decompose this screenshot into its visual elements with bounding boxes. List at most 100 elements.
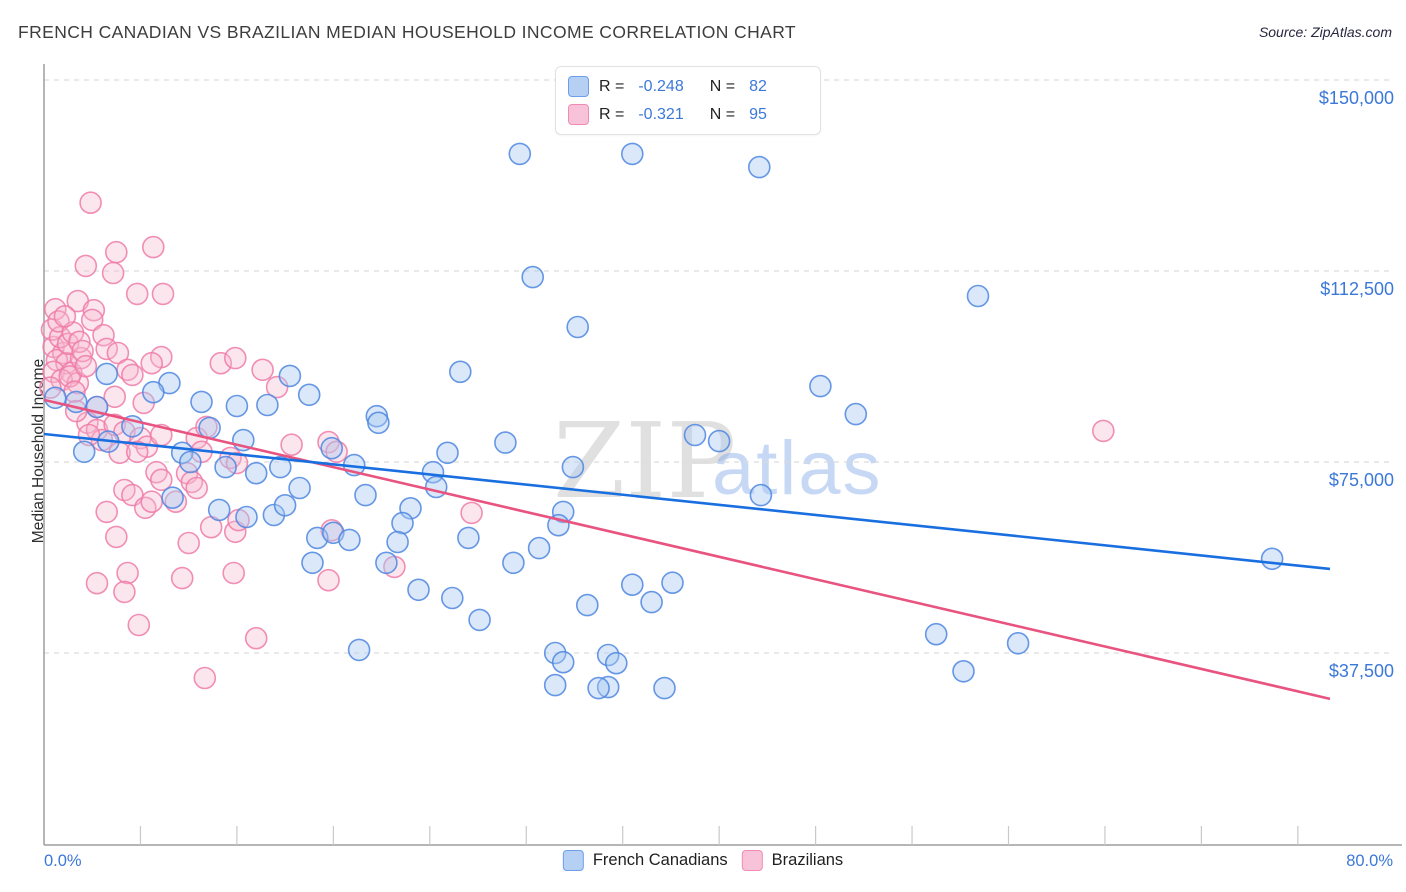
scatter-point-brazilians <box>177 531 200 555</box>
scatter-point-french-canadians <box>244 461 268 485</box>
scatter-point-brazilians <box>95 500 118 524</box>
scatter-point-french-canadians <box>1260 547 1284 571</box>
scatter-point-french-canadians <box>502 551 525 575</box>
scatter-point-brazilians <box>280 433 303 457</box>
scatter-point-french-canadians <box>457 526 480 550</box>
r-value: -0.321 <box>638 105 684 123</box>
scatter-point-brazilians <box>151 282 175 306</box>
scatter-point-brazilians <box>140 490 163 514</box>
scatter-point-brazilians <box>116 561 139 585</box>
watermark-zip: ZIP <box>553 400 736 522</box>
scatter-point-french-canadians <box>707 429 731 453</box>
scatter-point-brazilians <box>265 375 289 399</box>
scatter-point-brazilians <box>103 385 126 409</box>
scatter-point-brazilians <box>79 191 102 214</box>
scatter-point-french-canadians <box>391 511 414 535</box>
scatter-point-brazilians <box>92 323 115 347</box>
n-label: N = <box>709 77 736 95</box>
r-label: R = <box>599 105 625 123</box>
correlation-legend-box: R = -0.248 N = 82 R = -0.321 N = 95 <box>555 66 821 135</box>
scatter-point-brazilians <box>251 358 274 382</box>
brazilians-swatch-icon <box>741 850 763 871</box>
scatter-point-french-canadians <box>809 374 832 398</box>
scatter-point-french-canadians <box>256 393 279 417</box>
scatter-point-brazilians <box>317 568 340 592</box>
scatter-point-brazilians <box>105 240 128 264</box>
scatter-point-brazilians <box>460 501 483 525</box>
scatter-point-french-canadians <box>494 431 517 454</box>
scatter-point-brazilians <box>53 304 77 328</box>
r-label: R = <box>599 77 625 95</box>
french-canadians-swatch-icon <box>562 850 584 871</box>
scatter-point-french-canadians <box>468 608 491 632</box>
scatter-point-french-canadians <box>543 673 567 697</box>
scatter-point-french-canadians <box>604 651 628 675</box>
scatter-point-brazilians <box>185 476 208 500</box>
scatter-point-french-canadians <box>268 455 292 479</box>
scatter-point-french-canadians <box>207 498 231 522</box>
y-tick-label: $150,000 <box>1319 88 1394 108</box>
brazilians-swatch-icon <box>568 104 589 125</box>
scatter-point-french-canadians <box>543 641 567 665</box>
scatter-point-french-canadians <box>190 390 213 414</box>
scatter-point-french-canadians <box>551 650 575 674</box>
scatter-point-brazilians <box>224 346 247 370</box>
scatter-point-brazilians <box>170 566 194 590</box>
legend-label: Brazilians <box>771 851 844 869</box>
y-tick-label: $112,500 <box>1320 279 1394 299</box>
legend-row-french-canadians: R = -0.248 N = 82 <box>568 76 808 97</box>
scatter-point-french-canadians <box>297 383 321 407</box>
scatter-point-french-canadians <box>347 638 371 662</box>
source-attribution: Source: ZipAtlas.com <box>1258 24 1392 40</box>
scatter-point-french-canadians <box>747 155 771 179</box>
scatter-point-french-canadians <box>273 493 297 517</box>
watermark-atlas: atlas <box>712 426 883 511</box>
scatter-point-brazilians <box>121 363 144 387</box>
scatter-point-french-canadians <box>440 586 464 610</box>
scatter-point-french-canadians <box>966 284 990 308</box>
scatter-point-french-canadians <box>179 450 202 474</box>
scatter-point-french-canadians <box>338 528 361 552</box>
scatter-point-french-canadians <box>587 676 610 700</box>
scatter-point-brazilians <box>125 282 149 306</box>
scatter-point-brazilians <box>244 626 268 650</box>
scatter-point-french-canadians <box>749 483 773 507</box>
scatter-point-french-canadians <box>527 536 551 560</box>
scatter-point-brazilians <box>222 561 245 585</box>
scatter-point-french-canadians <box>161 486 184 510</box>
n-value: 82 <box>749 77 767 95</box>
scatter-point-brazilians <box>193 666 217 690</box>
x-axis-min-label: 0.0% <box>44 852 82 870</box>
legend-item-brazilians: Brazilians <box>741 850 844 871</box>
scatter-point-french-canadians <box>367 411 390 435</box>
scatter-point-french-canadians <box>278 364 302 388</box>
trend-line-brazilians <box>43 398 1331 701</box>
scatter-point-french-canadians <box>1006 631 1030 655</box>
scatter-point-brazilians <box>134 496 157 520</box>
scatter-point-brazilians <box>125 440 149 464</box>
scatter-point-french-canadians <box>575 593 599 617</box>
scatter-point-french-canadians <box>596 675 620 699</box>
french-canadians-swatch-icon <box>568 76 589 97</box>
scatter-point-brazilians <box>105 525 128 549</box>
scatter-point-brazilians <box>74 354 98 378</box>
scatter-point-french-canadians <box>424 475 448 499</box>
scatter-point-french-canadians <box>95 362 118 386</box>
trend-line-french-canadians <box>43 432 1331 571</box>
scatter-point-french-canadians <box>198 416 221 440</box>
scatter-point-brazilians <box>56 332 80 356</box>
scatter-point-brazilians <box>142 235 165 259</box>
scatter-point-french-canadians <box>288 476 311 500</box>
scatter-point-french-canadians <box>72 440 96 464</box>
scatter-point-french-canadians <box>320 436 344 460</box>
scatter-point-french-canadians <box>640 590 663 614</box>
scatter-point-french-canadians <box>235 505 258 529</box>
legend-label: French Canadians <box>592 851 728 869</box>
scatter-point-french-canadians <box>653 676 676 700</box>
scatter-point-brazilians <box>150 468 173 492</box>
scatter-point-french-canadians <box>407 578 430 602</box>
scatter-point-french-canadians <box>924 622 948 646</box>
scatter-point-brazilians <box>140 351 163 375</box>
series-legend: French Canadians Brazilians <box>562 850 844 871</box>
y-tick-label: $75,000 <box>1329 470 1394 490</box>
